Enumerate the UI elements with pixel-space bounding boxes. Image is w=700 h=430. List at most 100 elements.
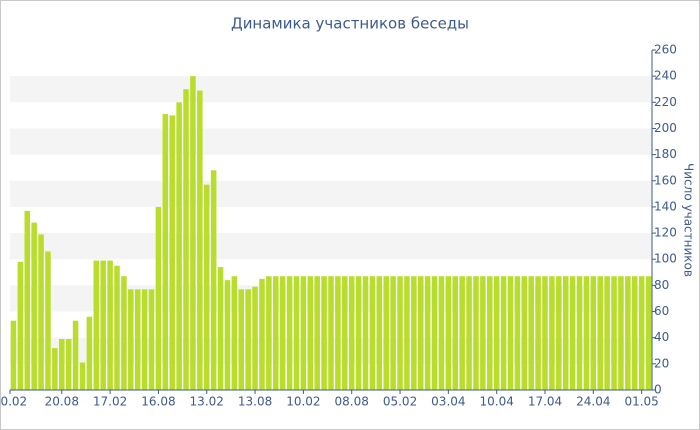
y-tick-label: 100 <box>654 252 677 266</box>
x-tick-label: 05.02 <box>383 395 417 409</box>
bar <box>590 276 597 390</box>
bar <box>190 76 196 391</box>
y-tick-label: 20 <box>654 356 669 370</box>
bar <box>10 320 17 390</box>
grid-band <box>10 180 652 207</box>
bar <box>100 260 106 390</box>
bar <box>473 276 479 390</box>
x-tick-label: 24.04 <box>576 395 610 409</box>
y-tick-label: 80 <box>654 278 669 292</box>
bar <box>493 276 500 390</box>
bar <box>604 276 610 390</box>
bar <box>128 289 134 390</box>
bar <box>328 276 334 390</box>
bar <box>369 276 376 390</box>
bar <box>355 276 362 390</box>
x-tick-label: 17.02 <box>93 395 127 409</box>
bar <box>197 90 203 391</box>
bar <box>293 276 300 390</box>
grid-band <box>10 76 652 103</box>
x-tick-label: 20.02 <box>0 395 27 409</box>
bar <box>224 280 231 390</box>
bar <box>86 316 93 390</box>
bar <box>273 276 279 390</box>
bar <box>583 276 590 390</box>
bar <box>507 276 514 390</box>
bar <box>279 276 286 390</box>
bar <box>169 115 175 390</box>
bar <box>424 276 431 390</box>
bar <box>438 276 445 390</box>
bar <box>17 261 24 390</box>
bar <box>79 362 86 390</box>
y-tick-label: 60 <box>654 304 669 318</box>
x-tick-label: 03.04 <box>431 395 465 409</box>
bar <box>576 276 583 390</box>
y-tick-label: 40 <box>654 330 669 344</box>
y-tick-label: 200 <box>654 121 677 135</box>
bar <box>52 348 58 390</box>
chart-title: Динамика участников беседы <box>231 15 469 33</box>
bar <box>148 289 155 390</box>
bar <box>38 234 44 390</box>
bar <box>535 276 541 390</box>
bar <box>217 267 224 390</box>
bar <box>569 276 576 390</box>
bar <box>404 276 410 390</box>
bar <box>383 276 389 390</box>
x-tick-label: 08.08 <box>335 395 369 409</box>
bar <box>183 89 189 390</box>
bar <box>542 276 548 390</box>
bar <box>59 339 65 390</box>
bar <box>411 276 417 390</box>
bar <box>466 276 472 390</box>
bar <box>480 276 486 390</box>
y-tick-label: 260 <box>654 43 677 57</box>
bar <box>134 289 141 390</box>
bar <box>500 276 507 390</box>
y-tick-label: 220 <box>654 95 677 109</box>
bar <box>266 276 272 390</box>
bar <box>314 276 320 390</box>
bar <box>445 276 452 390</box>
y-tick-label: 120 <box>654 226 677 240</box>
x-tick-label: 17.04 <box>528 395 562 409</box>
x-tick-label: 10.02 <box>286 395 320 409</box>
bar <box>114 265 120 390</box>
bar <box>562 276 569 390</box>
y-tick-label: 0 <box>654 383 662 397</box>
bar <box>459 276 465 390</box>
bar <box>631 276 638 390</box>
bar <box>162 114 169 391</box>
bar <box>348 276 355 390</box>
bar <box>335 276 341 390</box>
bar <box>65 339 72 390</box>
grid-band <box>10 128 652 155</box>
bar <box>362 276 369 390</box>
bar <box>487 276 493 390</box>
y-tick-label: 140 <box>654 199 677 213</box>
x-tick-label: 13.02 <box>190 395 224 409</box>
bar <box>417 276 424 390</box>
bar <box>203 184 210 390</box>
bar <box>72 320 79 390</box>
bar <box>31 222 37 390</box>
bar <box>528 276 534 390</box>
bar <box>238 289 245 390</box>
bar <box>645 276 652 390</box>
bar <box>155 206 162 390</box>
grid-band <box>10 233 652 260</box>
x-tick-label: 20.08 <box>45 395 79 409</box>
bar <box>141 289 148 390</box>
bar <box>376 276 383 390</box>
bar <box>625 276 631 390</box>
bar <box>342 276 348 390</box>
bar <box>24 210 31 390</box>
y-tick-label: 180 <box>654 147 677 161</box>
bar <box>521 276 528 390</box>
x-tick-label: 13.08 <box>238 395 272 409</box>
bar <box>390 276 396 390</box>
bar <box>431 276 438 390</box>
bar <box>107 260 113 390</box>
